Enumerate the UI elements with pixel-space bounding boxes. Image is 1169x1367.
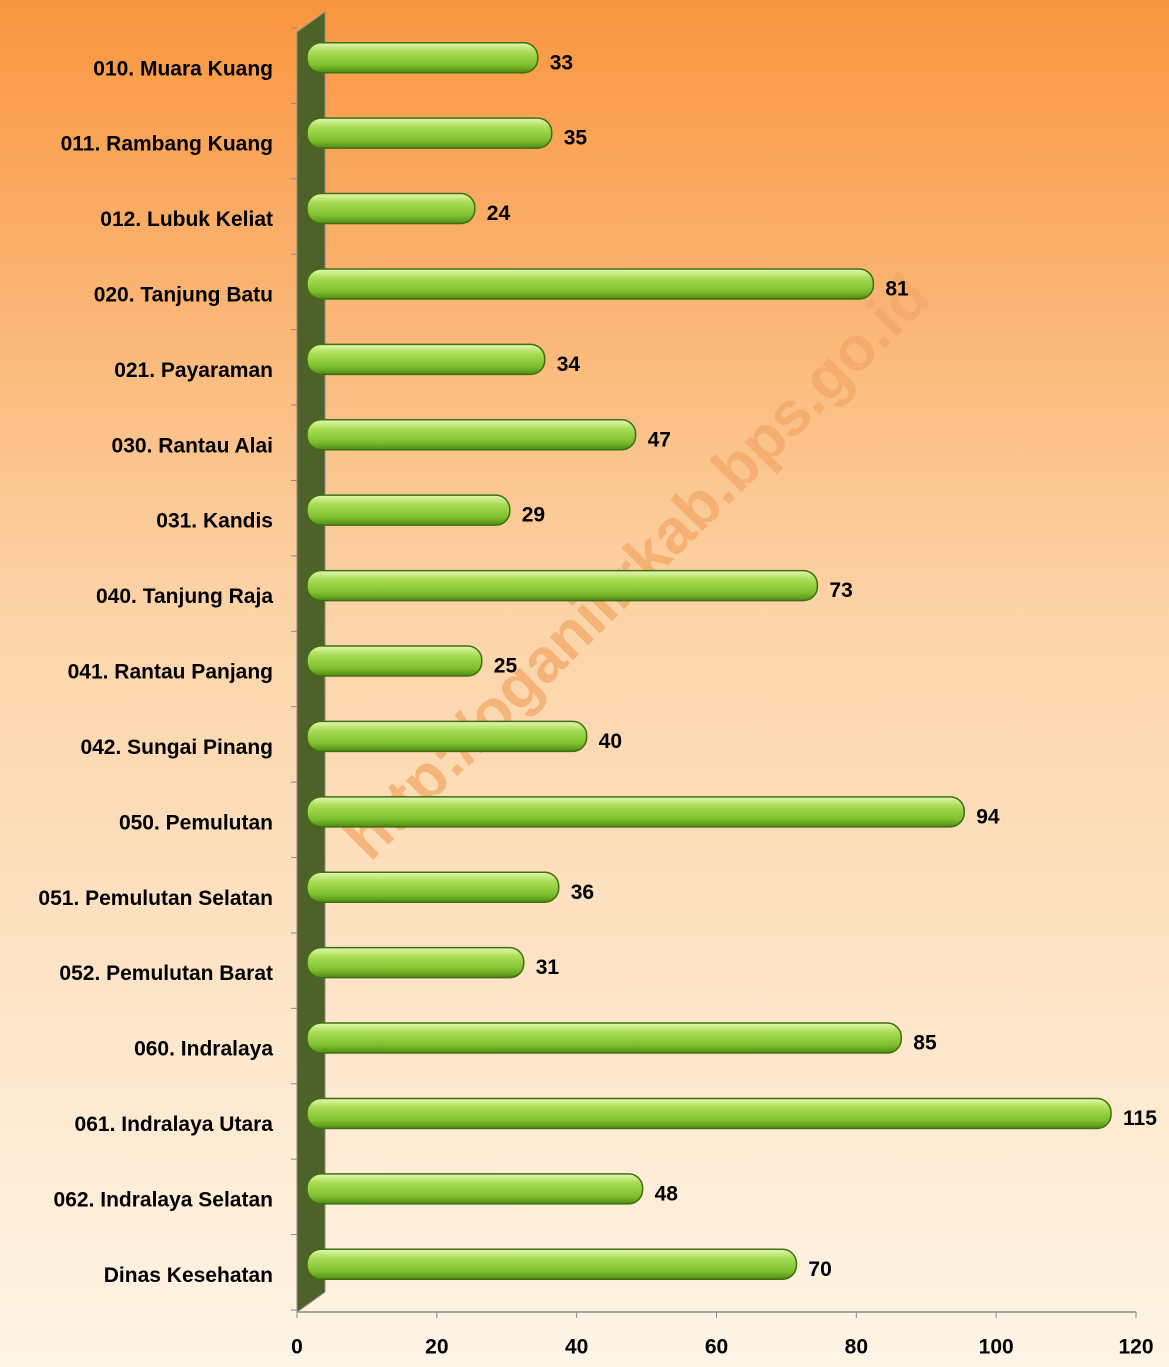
y-tick-label: 060. Indralaya	[134, 1038, 273, 1061]
bar	[306, 720, 588, 753]
value-label: 33	[550, 51, 573, 74]
x-tick-label: 80	[845, 1336, 868, 1359]
bar	[306, 494, 511, 526]
x-tick-label: 100	[979, 1336, 1014, 1359]
bar	[306, 645, 483, 677]
y-tick-label: Dinas Kesehatan	[104, 1264, 273, 1287]
value-label: 81	[885, 277, 909, 300]
value-label: 115	[1123, 1107, 1157, 1130]
x-tick-label: 120	[1118, 1336, 1153, 1359]
y-tick-label: 042. Sungai Pinang	[80, 736, 273, 759]
value-label: 73	[829, 579, 852, 602]
y-tick-label: 062. Indralaya Selatan	[54, 1188, 273, 1211]
y-tick-label: 021. Payaraman	[114, 359, 273, 382]
value-label: 34	[557, 353, 581, 376]
bar	[306, 1173, 644, 1205]
y-tick-label: 041. Rantau Panjang	[68, 661, 273, 684]
y-tick-label: 040. Tanjung Raja	[96, 585, 273, 608]
bar	[306, 1097, 1112, 1130]
bar	[306, 796, 965, 828]
y-tick-label: 011. Rambang Kuang	[61, 133, 273, 156]
x-tick-label: 0	[291, 1336, 303, 1359]
value-label: 94	[976, 805, 1000, 828]
bar	[306, 946, 525, 979]
y-tick-label: 020. Tanjung Batu	[94, 283, 273, 306]
value-label: 85	[913, 1032, 937, 1055]
y-tick-label: 061. Indralaya Utara	[75, 1113, 274, 1136]
y-tick-label: 050. Pemulutan	[119, 811, 273, 834]
value-label: 47	[648, 428, 671, 451]
x-tick-label: 20	[425, 1336, 448, 1359]
value-label: 31	[536, 956, 560, 979]
bar	[306, 343, 546, 376]
bar	[306, 192, 476, 225]
bar	[306, 117, 553, 149]
y-tick-label: 052. Pemulutan Barat	[59, 962, 273, 985]
value-label: 29	[522, 504, 545, 527]
y-tick-label: 030. Rantau Alai	[112, 434, 273, 457]
bar	[306, 569, 819, 602]
y-tick-label: 012. Lubuk Keliat	[100, 208, 273, 231]
bar	[306, 268, 875, 300]
bar	[306, 41, 539, 74]
x-tick-label: 60	[705, 1336, 728, 1359]
value-label: 24	[487, 202, 511, 225]
x-tick-label: 40	[565, 1336, 588, 1359]
value-label: 25	[494, 655, 518, 678]
value-label: 70	[808, 1258, 831, 1281]
y-tick-label: 031. Kandis	[156, 510, 273, 533]
value-label: 48	[655, 1182, 679, 1205]
bar	[306, 1248, 798, 1281]
value-label: 35	[564, 127, 588, 150]
bar	[306, 419, 637, 451]
value-label: 36	[571, 881, 594, 904]
bar	[306, 871, 560, 903]
bar	[306, 1022, 903, 1054]
y-tick-label: 051. Pemulutan Selatan	[38, 887, 273, 910]
y-tick-label: 010. Muara Kuang	[93, 57, 273, 80]
value-label: 40	[599, 730, 622, 753]
